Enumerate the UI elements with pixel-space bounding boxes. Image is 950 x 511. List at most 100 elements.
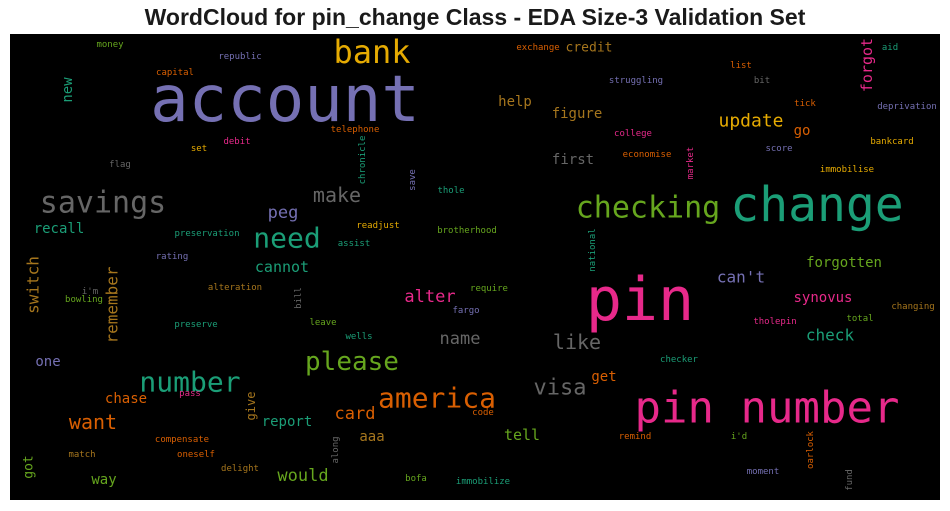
word-chronicle: chronicle	[358, 136, 368, 185]
word-rating: rating	[156, 252, 189, 262]
word-figure: figure	[552, 106, 603, 122]
word-flag: flag	[109, 160, 131, 170]
word-exchange: exchange	[516, 43, 559, 53]
word-set: set	[191, 144, 207, 154]
word-help: help	[498, 94, 532, 110]
wordcloud-background	[10, 34, 940, 500]
word-bill: bill	[294, 287, 304, 309]
word-savings: savings	[40, 186, 166, 221]
word-checker: checker	[660, 355, 699, 365]
word-economise: economise	[623, 150, 672, 160]
word-thole: thole	[437, 186, 464, 196]
word-brotherhood: brotherhood	[437, 226, 497, 236]
word-give: give	[244, 392, 258, 421]
word-fargo: fargo	[452, 306, 479, 316]
word-college: college	[614, 129, 652, 139]
word-cannot: cannot	[255, 258, 309, 276]
word-bankcard: bankcard	[870, 137, 913, 147]
word-make: make	[313, 183, 361, 207]
word-forgot: forgot	[858, 38, 876, 92]
word-pin: pin	[586, 265, 694, 335]
word-code: code	[472, 408, 494, 418]
word-i-m: i'm	[82, 287, 98, 297]
word-pin-number: pin number	[635, 383, 900, 434]
word-pass: pass	[179, 389, 201, 399]
word-check: check	[806, 326, 855, 345]
word-change: change	[730, 177, 903, 233]
word-money: money	[96, 40, 124, 50]
word-please: please	[305, 347, 399, 377]
word-tell: tell	[504, 426, 540, 444]
word-like: like	[553, 330, 601, 354]
chart-title: WordCloud for pin_change Class - EDA Siz…	[144, 4, 806, 30]
word-score: score	[765, 144, 792, 154]
word-compensate: compensate	[155, 435, 209, 445]
word-new: new	[60, 77, 76, 103]
word-bit: bit	[754, 76, 770, 86]
word-bowling: bowling	[65, 295, 103, 305]
word-aaa: aaa	[359, 429, 384, 445]
word-moment: moment	[747, 467, 780, 477]
word-bank: bank	[333, 33, 410, 71]
word-go: go	[794, 123, 811, 139]
word-remember: remember	[103, 266, 122, 343]
word-card: card	[335, 404, 376, 424]
word-deprivation: deprivation	[877, 102, 937, 112]
word-switch: switch	[24, 256, 43, 314]
word-require: require	[470, 284, 508, 294]
word-credit: credit	[566, 41, 613, 56]
word-telephone: telephone	[331, 125, 380, 135]
word-aid: aid	[882, 43, 898, 53]
word-report: report	[262, 414, 313, 430]
word-would: would	[277, 466, 328, 486]
word-need: need	[253, 222, 320, 255]
word-readjust: readjust	[356, 221, 399, 231]
word-save: save	[408, 169, 418, 191]
word-fund: fund	[845, 469, 855, 491]
word-debit: debit	[223, 137, 250, 147]
word-remind: remind	[619, 432, 652, 442]
wordcloud-words: account change pin pin number bank checking sa…	[22, 33, 937, 491]
word-tick: tick	[794, 99, 816, 109]
word-immobilize: immobilize	[456, 477, 510, 487]
word-alteration: alteration	[208, 283, 262, 293]
word-want: want	[69, 410, 117, 434]
word-preserve: preserve	[174, 320, 217, 330]
word-total: total	[846, 314, 873, 324]
word-wells: wells	[345, 332, 372, 342]
word-first: first	[552, 152, 594, 168]
word-national: national	[588, 228, 598, 271]
word-account: account	[150, 63, 420, 137]
word-match: match	[68, 450, 95, 460]
word-peg: peg	[268, 203, 299, 223]
word-update: update	[718, 111, 783, 132]
word-chase: chase	[105, 391, 147, 407]
word-synovus: synovus	[793, 290, 852, 306]
word-assist: assist	[338, 239, 371, 249]
word-market: market	[686, 147, 696, 180]
word-leave: leave	[309, 318, 336, 328]
word-recall: recall	[34, 221, 85, 237]
word-tholepin: tholepin	[753, 317, 796, 327]
word-preservation: preservation	[174, 229, 239, 239]
word-changing: changing	[891, 302, 934, 312]
word-delight: delight	[221, 464, 259, 474]
word-along: along	[331, 436, 341, 463]
word-visa: visa	[534, 376, 587, 401]
word-forgotten: forgotten	[806, 255, 882, 271]
word-way: way	[91, 472, 116, 488]
word-name: name	[440, 329, 481, 349]
word-checking: checking	[576, 191, 721, 226]
word-alter: alter	[404, 287, 455, 307]
word-get: get	[591, 369, 616, 385]
word-got: got	[22, 455, 37, 478]
word-struggling: struggling	[609, 76, 663, 86]
word-can-t: can't	[717, 268, 765, 287]
word-number: number	[139, 366, 240, 399]
word-list: list	[730, 61, 752, 71]
word-immobilise: immobilise	[820, 165, 874, 175]
word-oarlock: oarlock	[806, 430, 816, 469]
word-i-d: i'd	[731, 432, 747, 442]
word-capital: capital	[156, 68, 194, 78]
